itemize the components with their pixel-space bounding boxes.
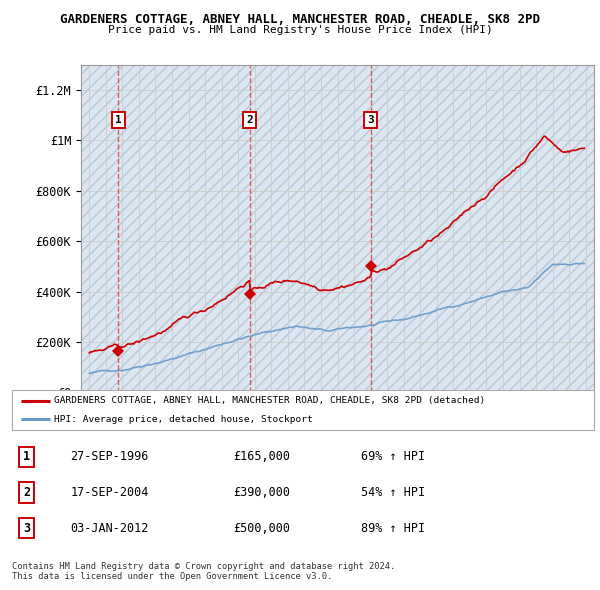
Text: 3: 3 xyxy=(367,115,374,125)
Text: 89% ↑ HPI: 89% ↑ HPI xyxy=(361,522,425,535)
Bar xyxy=(81,65,594,392)
Text: £500,000: £500,000 xyxy=(233,522,290,535)
Text: 27-SEP-1996: 27-SEP-1996 xyxy=(70,451,149,464)
Text: 3: 3 xyxy=(23,522,30,535)
Text: 54% ↑ HPI: 54% ↑ HPI xyxy=(361,486,425,499)
Text: 03-JAN-2012: 03-JAN-2012 xyxy=(70,522,149,535)
Text: 17-SEP-2004: 17-SEP-2004 xyxy=(70,486,149,499)
Text: 1: 1 xyxy=(23,451,30,464)
Text: GARDENERS COTTAGE, ABNEY HALL, MANCHESTER ROAD, CHEADLE, SK8 2PD (detached): GARDENERS COTTAGE, ABNEY HALL, MANCHESTE… xyxy=(55,396,486,405)
Text: £390,000: £390,000 xyxy=(233,486,290,499)
Text: Contains HM Land Registry data © Crown copyright and database right 2024.
This d: Contains HM Land Registry data © Crown c… xyxy=(12,562,395,581)
Text: 2: 2 xyxy=(23,486,30,499)
Text: Price paid vs. HM Land Registry's House Price Index (HPI): Price paid vs. HM Land Registry's House … xyxy=(107,25,493,35)
Text: 1: 1 xyxy=(115,115,122,125)
Text: HPI: Average price, detached house, Stockport: HPI: Average price, detached house, Stoc… xyxy=(55,415,313,424)
Text: 69% ↑ HPI: 69% ↑ HPI xyxy=(361,451,425,464)
Text: £165,000: £165,000 xyxy=(233,451,290,464)
Text: GARDENERS COTTAGE, ABNEY HALL, MANCHESTER ROAD, CHEADLE, SK8 2PD: GARDENERS COTTAGE, ABNEY HALL, MANCHESTE… xyxy=(60,13,540,26)
Text: 2: 2 xyxy=(247,115,253,125)
